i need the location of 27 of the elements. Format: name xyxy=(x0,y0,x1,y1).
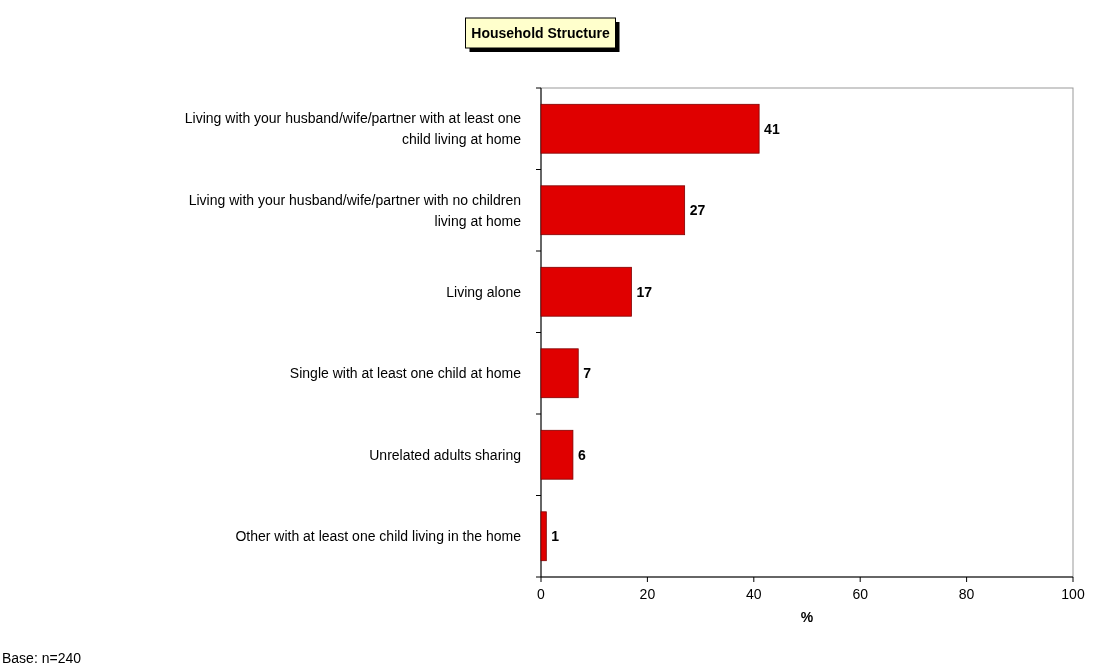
data-label: 41 xyxy=(764,120,780,137)
x-tick-label: 0 xyxy=(537,585,546,602)
data-label: 27 xyxy=(689,202,706,219)
x-tick-label: 40 xyxy=(746,585,762,602)
y-tick-label: Other with at least one child living in the home xyxy=(235,528,522,545)
chart-title: Household Structure xyxy=(471,24,610,41)
y-tick-label: Living with your husband/wife/partner with no children living at home xyxy=(188,191,522,229)
y-tick-label: Living alone xyxy=(446,283,522,300)
text: Base: n=240 xyxy=(2,649,82,666)
y-tick-label: Living with your husband/wife/partner with at least one child living at home xyxy=(184,110,522,148)
bar xyxy=(540,511,547,562)
data-label: 7 xyxy=(583,365,592,382)
bar xyxy=(540,103,760,154)
bar xyxy=(540,266,632,317)
y-tick-label: Single with at least one child at home xyxy=(289,365,522,382)
x-axis-title: % xyxy=(800,608,814,625)
x-tick-label: 80 xyxy=(958,585,975,602)
bar xyxy=(540,429,574,480)
x-tick-label: 100 xyxy=(1061,585,1085,602)
data-label: 1 xyxy=(551,528,560,545)
x-tick-label: 60 xyxy=(852,585,869,602)
bar xyxy=(540,348,579,399)
data-label: 6 xyxy=(577,446,586,463)
y-tick-label: Unrelated adults sharing xyxy=(369,446,521,463)
bar xyxy=(540,185,686,236)
data-label: 17 xyxy=(636,283,653,300)
x-tick-label: 20 xyxy=(639,585,656,602)
